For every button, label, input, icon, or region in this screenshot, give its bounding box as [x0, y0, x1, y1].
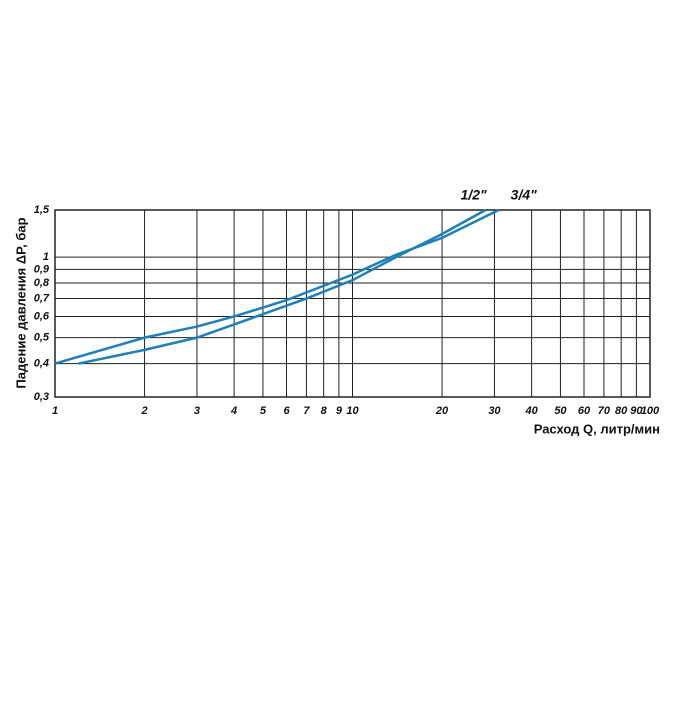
x-tick-label: 9 — [336, 405, 343, 417]
y-tick-label: 0,7 — [34, 292, 50, 304]
y-tick-label: 0,6 — [34, 310, 50, 322]
x-tick-label: 2 — [140, 405, 147, 417]
x-tick-label: 3 — [194, 405, 200, 417]
x-tick-label: 7 — [303, 405, 310, 417]
y-tick-label: 0,3 — [34, 391, 49, 403]
y-tick-label: 0,5 — [34, 332, 50, 344]
x-tick-label: 1 — [52, 405, 58, 417]
x-tick-label: 90 — [630, 405, 643, 417]
y-tick-label: 1 — [43, 251, 49, 263]
series-line — [54, 208, 500, 365]
x-tick-label: 80 — [615, 405, 628, 417]
y-tick-label: 0,8 — [34, 277, 50, 289]
x-axis-title: Расход Q, литр/мин — [534, 421, 660, 436]
x-tick-label: 4 — [230, 405, 237, 417]
x-tick-label: 100 — [641, 405, 660, 417]
x-tick-label: 10 — [346, 405, 359, 417]
x-tick-label: 30 — [488, 405, 501, 417]
x-tick-label: 20 — [435, 405, 449, 417]
x-tick-label: 8 — [321, 405, 328, 417]
series-label: 3/4" — [511, 187, 537, 203]
x-tick-label: 60 — [578, 405, 591, 417]
y-tick-label: 0,4 — [34, 357, 49, 369]
series-label: 1/2" — [461, 187, 487, 203]
y-tick-label: 1,5 — [34, 204, 50, 216]
x-tick-label: 70 — [598, 405, 611, 417]
x-tick-label: 6 — [283, 405, 290, 417]
y-tick-label: 0,9 — [34, 263, 50, 275]
series-line — [78, 208, 487, 365]
y-axis-title: Падение давления ΔP, бар — [13, 217, 28, 388]
x-tick-label: 40 — [524, 405, 538, 417]
x-tick-label: 50 — [554, 405, 567, 417]
x-tick-label: 5 — [260, 405, 267, 417]
